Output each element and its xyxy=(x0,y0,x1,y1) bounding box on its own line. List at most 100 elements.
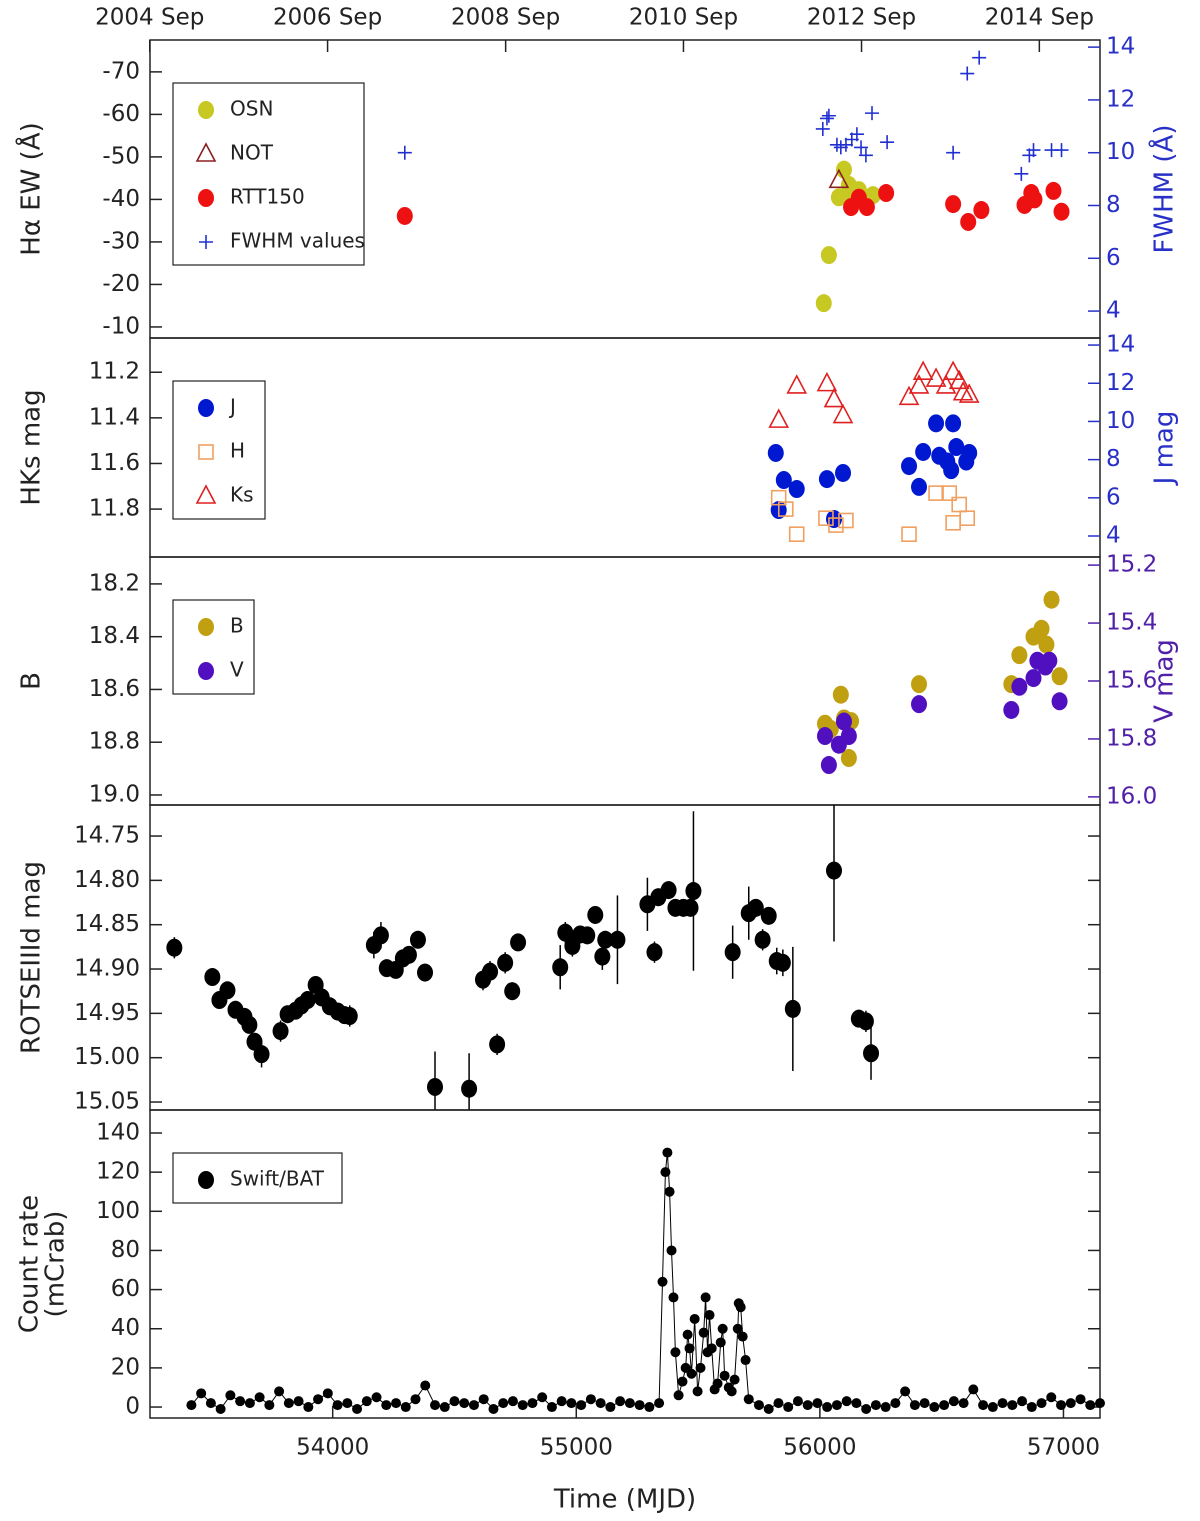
marker xyxy=(948,369,970,390)
marker xyxy=(695,1362,706,1373)
marker xyxy=(634,1400,645,1411)
marker xyxy=(740,1355,751,1366)
y-tick-label: -50 xyxy=(102,143,140,169)
marker xyxy=(427,1077,443,1096)
legend-label: B xyxy=(230,614,244,638)
legend-marker xyxy=(195,142,217,162)
marker xyxy=(219,981,236,1000)
x-tick-label: 55000 xyxy=(540,1435,613,1461)
marker xyxy=(332,1400,343,1411)
marker xyxy=(960,212,977,231)
marker xyxy=(939,1400,950,1411)
legend-marker xyxy=(198,399,214,417)
y2-tick-label: 4 xyxy=(1106,298,1121,324)
marker xyxy=(719,1370,730,1381)
legend-label: V xyxy=(230,658,244,682)
marker xyxy=(815,294,832,313)
marker xyxy=(1011,646,1028,665)
legend-marker xyxy=(198,618,214,636)
marker xyxy=(943,461,960,480)
marker xyxy=(670,1347,681,1358)
y-tick-label: 11.2 xyxy=(89,359,140,385)
marker xyxy=(788,480,805,499)
marker xyxy=(1075,1394,1086,1405)
marker xyxy=(397,145,412,160)
y-tick-label: 11.8 xyxy=(89,496,140,522)
y-axis-label: (mCrab) xyxy=(41,1211,71,1318)
marker xyxy=(597,930,614,949)
marker xyxy=(819,111,834,126)
y-axis-label: ROTSEIIId mag xyxy=(17,861,47,1054)
marker xyxy=(840,727,857,746)
marker xyxy=(557,923,574,942)
marker xyxy=(1054,143,1069,158)
marker xyxy=(851,1398,862,1409)
marker xyxy=(196,1388,207,1399)
marker xyxy=(737,1331,748,1342)
x-tick-label: 57000 xyxy=(1027,1435,1100,1461)
y-tick-label: -20 xyxy=(102,271,140,297)
marker xyxy=(420,1380,431,1391)
marker xyxy=(673,1390,684,1401)
marker xyxy=(768,408,790,428)
marker xyxy=(826,510,842,529)
marker xyxy=(166,938,183,957)
marker xyxy=(786,374,808,394)
marker xyxy=(715,1337,726,1348)
legend-marker xyxy=(198,189,214,207)
marker xyxy=(662,1147,673,1158)
marker xyxy=(594,947,611,966)
marker xyxy=(743,1394,754,1405)
legend-label: FWHM values xyxy=(230,229,365,253)
marker xyxy=(767,443,784,462)
marker xyxy=(849,127,864,142)
marker xyxy=(478,1394,489,1405)
plot-frame xyxy=(149,804,1101,1111)
marker xyxy=(928,414,945,433)
legend-label: RTT150 xyxy=(230,185,305,209)
marker xyxy=(686,1368,697,1379)
marker xyxy=(925,367,947,387)
y-tick-label: 19.0 xyxy=(89,781,140,807)
legend-label: OSN xyxy=(230,97,273,121)
marker xyxy=(1036,1398,1047,1409)
y2-axis-label: J mag xyxy=(1150,411,1180,487)
marker xyxy=(352,1403,363,1414)
marker xyxy=(664,1186,675,1197)
marker xyxy=(1017,1396,1028,1407)
marker xyxy=(510,933,527,952)
marker xyxy=(945,414,962,433)
marker xyxy=(754,930,771,949)
marker xyxy=(666,1245,677,1256)
marker xyxy=(684,1343,695,1354)
y-tick-label: -60 xyxy=(102,101,140,127)
marker xyxy=(783,1402,794,1413)
marker xyxy=(381,1400,392,1411)
legend-label: Ks xyxy=(230,483,254,507)
marker xyxy=(552,958,569,977)
y-axis-label: B xyxy=(17,672,47,690)
marker xyxy=(901,457,918,476)
marker xyxy=(840,749,857,768)
marker xyxy=(961,443,978,462)
legend-box xyxy=(172,380,266,520)
marker xyxy=(880,1402,891,1413)
marker xyxy=(605,1402,616,1413)
marker xyxy=(735,1302,746,1313)
y2-tick-label: 6 xyxy=(1106,484,1121,510)
marker xyxy=(958,1398,969,1409)
marker xyxy=(821,108,836,123)
marker xyxy=(264,1400,275,1411)
marker xyxy=(773,1398,784,1409)
y2-tick-label: 16.0 xyxy=(1106,783,1157,809)
y-tick-label: 140 xyxy=(96,1119,140,1145)
marker xyxy=(244,1398,255,1409)
marker xyxy=(987,1402,998,1413)
x2-tick-label: 2004 Sep xyxy=(95,5,204,31)
marker xyxy=(205,1398,216,1409)
marker xyxy=(546,1402,557,1413)
marker xyxy=(498,1398,509,1409)
marker xyxy=(654,1398,665,1409)
marker xyxy=(816,727,833,746)
